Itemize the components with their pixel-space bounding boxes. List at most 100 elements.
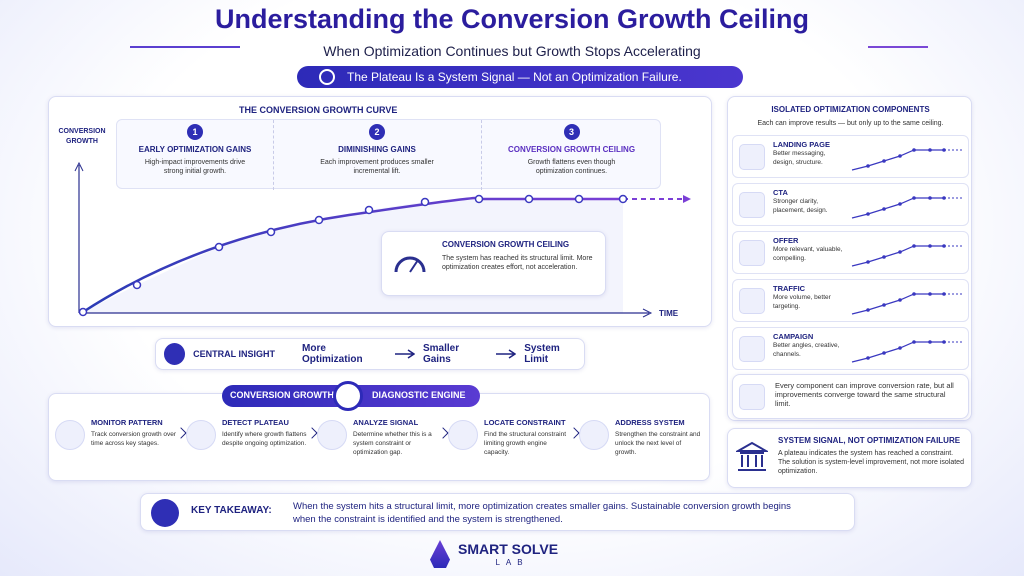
insight-label: CENTRAL INSIGHT <box>193 349 275 359</box>
divider <box>481 120 482 190</box>
engine-title-left: CONVERSION GROWTH <box>230 390 335 400</box>
x-arrow <box>642 308 653 318</box>
component-text: More volume, better targeting. <box>773 294 831 310</box>
component-title: TRAFFIC <box>773 284 806 293</box>
takeaway: KEY TAKEAWAY: When the system hits a str… <box>140 493 855 531</box>
insight-icon <box>164 343 186 365</box>
components-title: ISOLATED OPTIMIZATION COMPONENTS <box>771 105 930 114</box>
insight-step: More Optimization <box>302 343 363 365</box>
logo-name: SMART SOLVE <box>458 541 559 557</box>
sparkline <box>851 292 964 315</box>
callout-title: CONVERSION GROWTH CEILING <box>442 240 570 249</box>
step-icon <box>448 420 478 450</box>
component-title: OFFER <box>773 236 799 245</box>
stage-number: 1 <box>187 124 203 140</box>
step-title: ADDRESS SYSTEM <box>615 418 685 427</box>
stage: 2 DIMINISHING GAINS Each improvement pro… <box>273 124 481 176</box>
step-icon <box>55 420 85 450</box>
callout-text: The system has reached its structural li… <box>442 255 593 271</box>
sparkline <box>851 196 964 219</box>
title: Understanding the Conversion Growth Ceil… <box>214 4 810 34</box>
callout: CONVERSION GROWTH CEILING The system has… <box>381 231 606 296</box>
signal-text: A plateau indicates the system has reach… <box>778 450 964 475</box>
step-text: Strengthen the constraint and unlock the… <box>615 431 701 456</box>
takeaway-icon <box>151 499 179 527</box>
curve-points <box>78 194 628 317</box>
component-title: CAMPAIGN <box>773 332 814 341</box>
gauge-icon <box>394 256 426 273</box>
components-note: Every component can improve conversion r… <box>732 374 969 419</box>
step-text: Identify where growth flattens despite o… <box>222 431 307 447</box>
component: CAMPAIGN Better angles, creative, channel… <box>732 327 969 370</box>
curve-panel: THE CONVERSION GROWTH CURVE CONVERSION G… <box>48 96 712 327</box>
step-icon <box>317 420 347 450</box>
component-icon <box>739 336 765 362</box>
takeaway-text: When the system hits a structural limit,… <box>293 501 791 525</box>
component-icon <box>739 240 765 266</box>
stage-number: 2 <box>369 124 385 140</box>
banner-text: The Plateau Is a System Signal — Not an … <box>347 70 682 84</box>
stage-title: CONVERSION GROWTH CEILING <box>507 145 636 154</box>
sparkline <box>851 148 964 171</box>
insight-step: System Limit <box>524 343 560 365</box>
stage-title: DIMINISHING GAINS <box>338 145 416 154</box>
step-text: Track conversion growth over time across… <box>91 431 177 447</box>
stage-text: High-impact improvements drive strong in… <box>144 159 246 175</box>
note-text: Every component can improve conversion r… <box>775 381 954 408</box>
signal-panel: SYSTEM SIGNAL, NOT OPTIMIZATION FAILURE … <box>727 428 972 488</box>
stage-text: Each improvement produces smaller increm… <box>320 159 434 175</box>
step-icon <box>186 420 216 450</box>
gear-icon <box>333 381 363 411</box>
component-text: More relevant, valuable, compelling. <box>773 246 843 262</box>
step-text: Find the structural constraint limiting … <box>484 431 567 456</box>
step-text: Determine whether this is a system const… <box>353 431 432 456</box>
component-title: LANDING PAGE <box>773 140 830 149</box>
y-arrow <box>74 161 84 172</box>
engine-steps: MONITOR PATTERN Track conversion growth o… <box>55 416 705 476</box>
arrow <box>496 349 517 359</box>
stage-text: Growth flattens even though optimization… <box>527 159 616 175</box>
stage-title: EARLY OPTIMIZATION GAINS <box>138 145 252 154</box>
components-list: LANDING PAGE Better messaging, design, st… <box>732 135 969 375</box>
signal-title: SYSTEM SIGNAL, NOT OPTIMIZATION FAILURE <box>778 436 961 445</box>
logo-sub: LAB <box>495 558 529 567</box>
divider <box>273 120 274 190</box>
subtitle: When Optimization Continues but Growth S… <box>323 43 701 59</box>
component-text: Better messaging, design, structure. <box>773 150 826 166</box>
sparkline <box>851 340 964 363</box>
signal-icon <box>736 441 768 471</box>
arrow <box>394 349 415 359</box>
component: LANDING PAGE Better messaging, design, st… <box>732 135 969 178</box>
component-text: Stronger clarity, placement, design. <box>773 198 828 214</box>
component-icon <box>739 288 765 314</box>
component: OFFER More relevant, valuable, compelling… <box>732 231 969 274</box>
step-title: MONITOR PATTERN <box>91 418 163 427</box>
component: CTA Stronger clarity, placement, design. <box>732 183 969 226</box>
stage: 3 CONVERSION GROWTH CEILING Growth flatt… <box>481 124 662 176</box>
stage-number: 3 <box>563 124 580 140</box>
deco-line <box>868 46 928 48</box>
step-title: DETECT PLATEAU <box>222 418 289 427</box>
step-title: LOCATE CONSTRAINT <box>484 418 566 427</box>
curve-title: THE CONVERSION GROWTH CURVE <box>239 105 398 115</box>
component-title: CTA <box>773 188 788 197</box>
components-subtitle: Each can improve results — but only up t… <box>757 120 944 127</box>
component-icon <box>739 144 765 170</box>
takeaway-label: KEY TAKEAWAY: <box>191 505 272 516</box>
insight: CENTRAL INSIGHT More Optimization Smalle… <box>155 338 585 370</box>
deco-line <box>130 46 240 48</box>
step-title: ANALYZE SIGNAL <box>353 418 419 427</box>
engine-title-right: DIAGNOSTIC ENGINE <box>372 390 466 400</box>
curve-arrow <box>683 195 691 203</box>
sparkline <box>851 244 964 267</box>
component-icon <box>739 192 765 218</box>
curve-graphic <box>74 161 691 318</box>
banner: The Plateau Is a System Signal — Not an … <box>297 66 743 88</box>
component-text: Better angles, creative, channels. <box>773 342 840 358</box>
step-icon <box>579 420 609 450</box>
insight-step: Smaller Gains <box>422 343 460 365</box>
stage: 1 EARLY OPTIMIZATION GAINS High-impact i… <box>117 124 273 176</box>
component: TRAFFIC More volume, better targeting. <box>732 279 969 322</box>
x-label: TIME <box>659 309 679 318</box>
